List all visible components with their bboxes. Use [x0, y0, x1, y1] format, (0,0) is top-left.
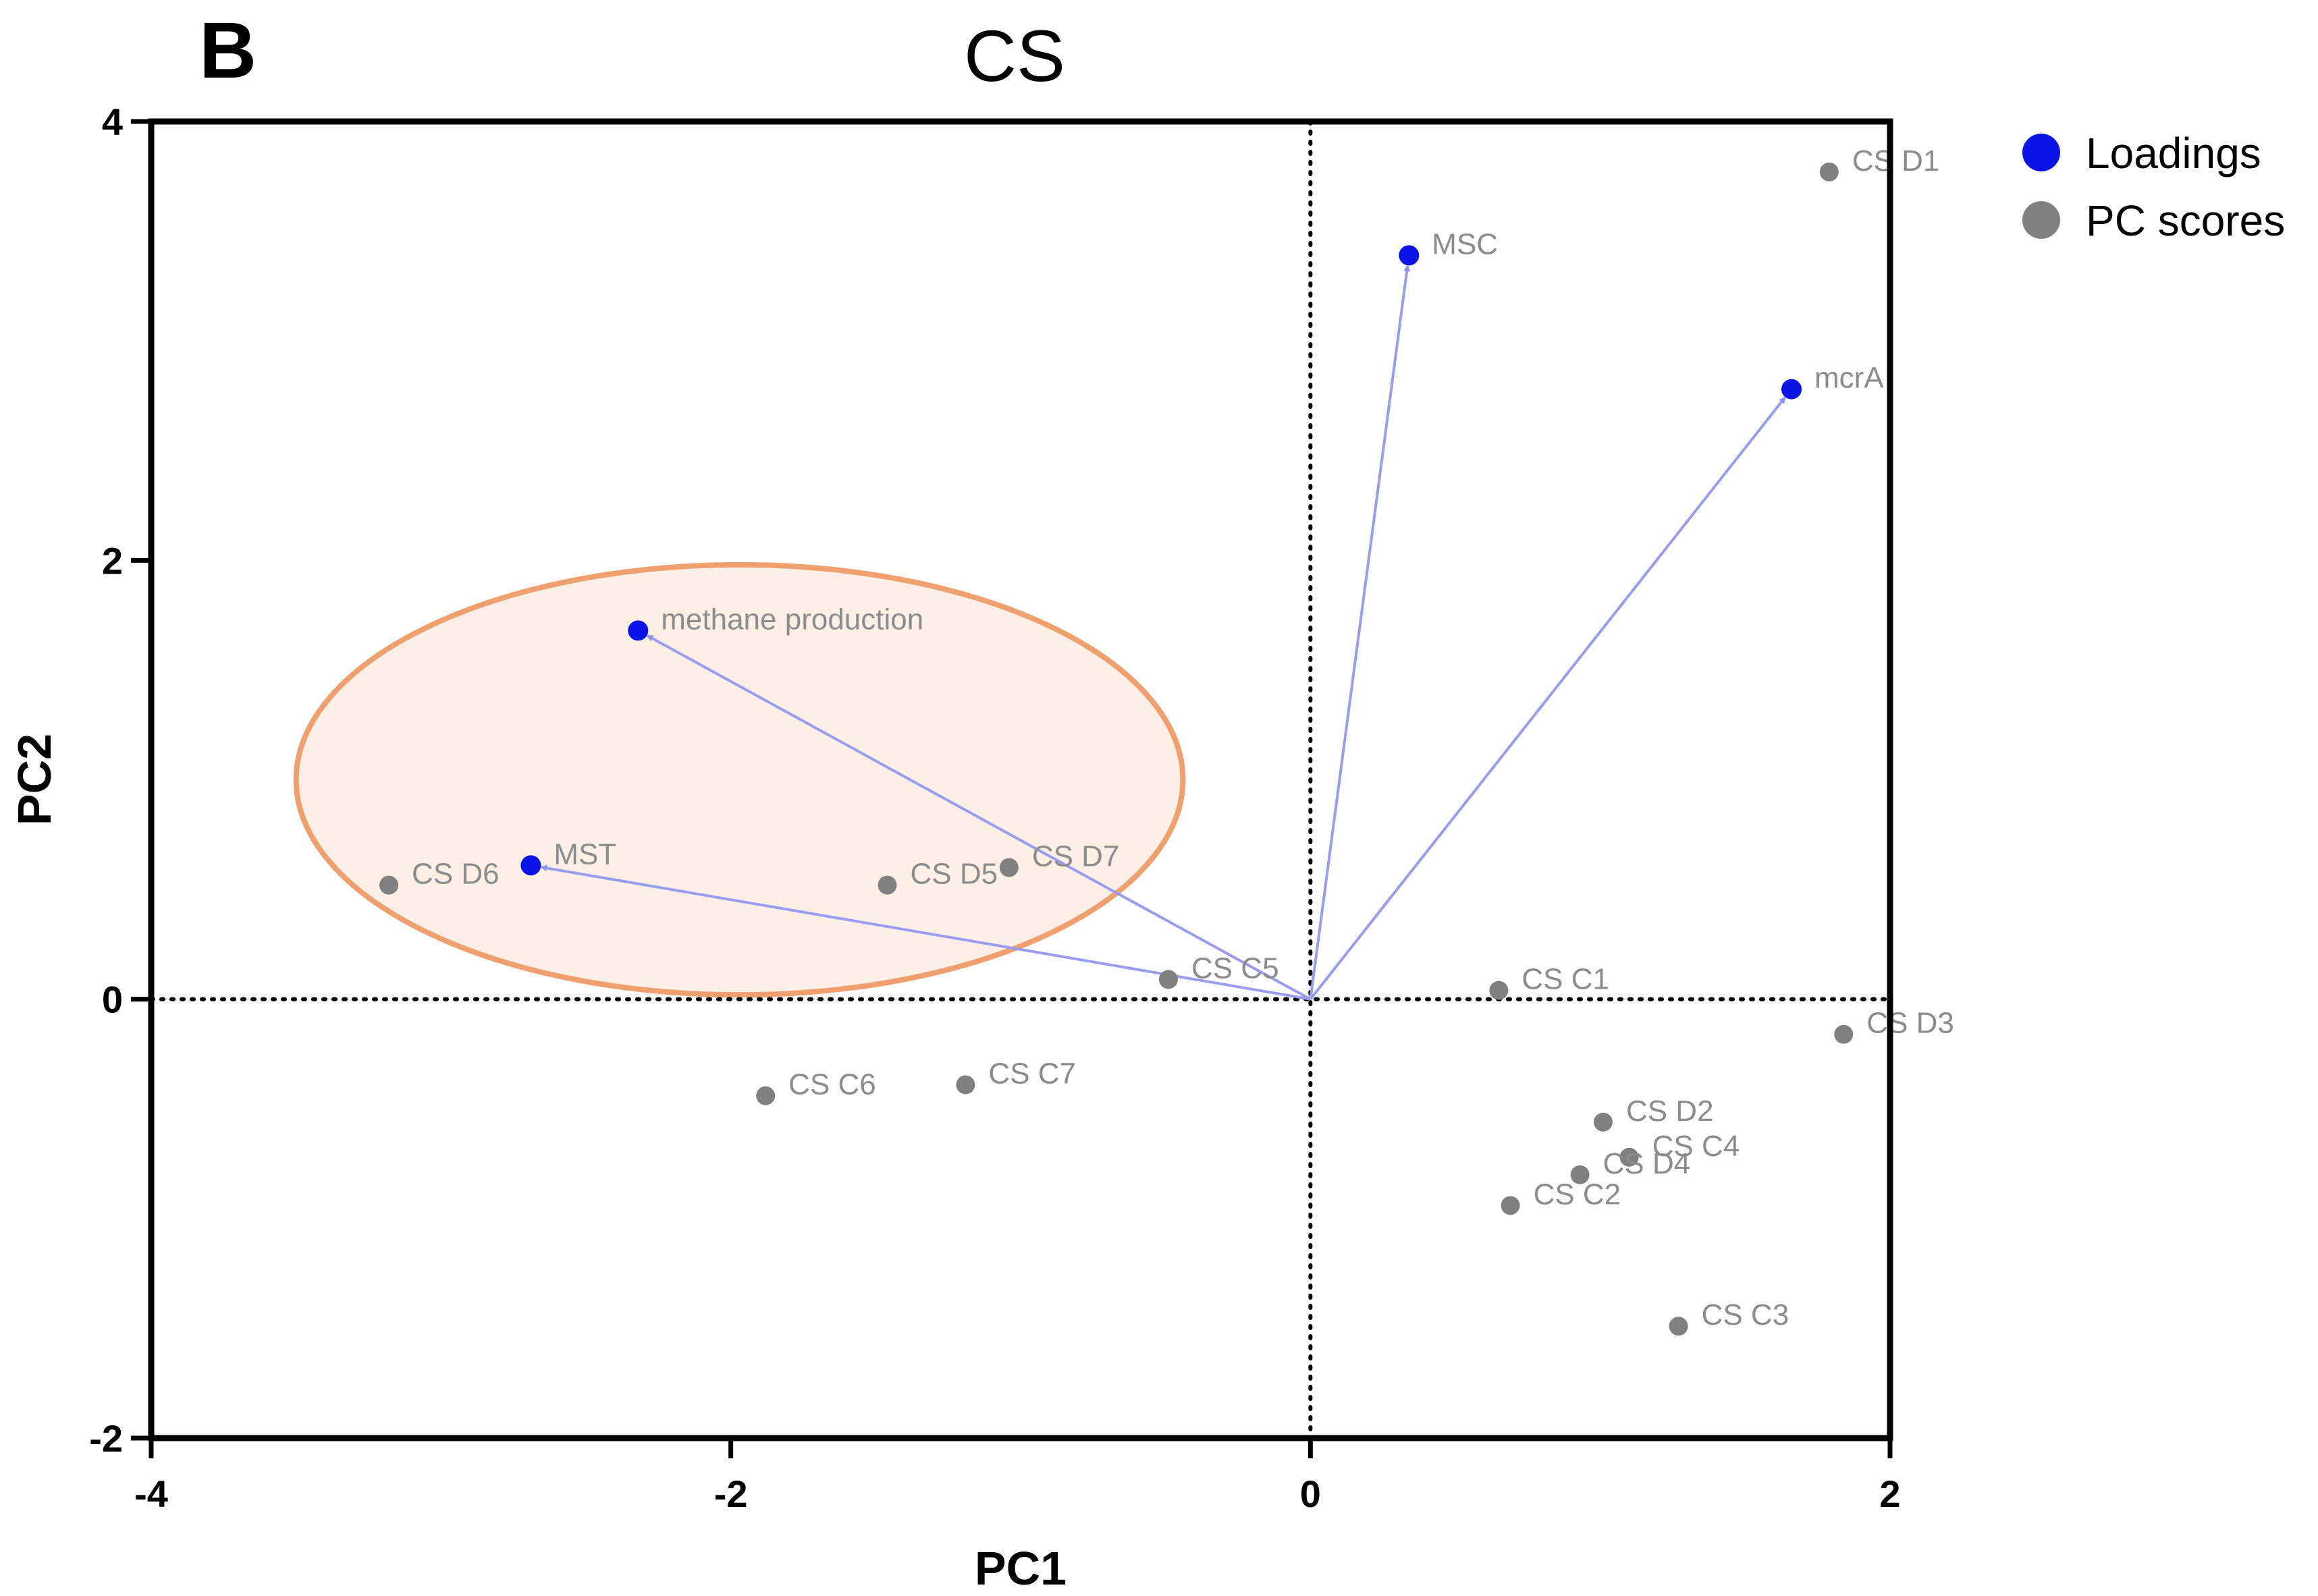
- loading-label-mst: MST: [554, 837, 616, 871]
- y-tick-label-2: -2: [89, 1417, 123, 1460]
- score-label-cs-d3: CS D3: [1866, 1007, 1954, 1040]
- score-point-cs-d4: [1570, 1165, 1590, 1184]
- score-point-cs-c3: [1669, 1317, 1688, 1336]
- y-tick-label-2: 2: [102, 539, 123, 582]
- legend-marker-pc-scores: [2022, 201, 2060, 239]
- y-axis-label: PC2: [8, 734, 61, 825]
- loading-point-methane-production: [628, 620, 649, 641]
- x-tick-label-2: -2: [714, 1473, 748, 1515]
- legend-label-loadings: Loadings: [2086, 129, 2261, 177]
- x-axis-label: PC1: [975, 1542, 1067, 1595]
- score-label-cs-d1: CS D1: [1852, 144, 1940, 177]
- score-point-cs-d7: [999, 858, 1019, 877]
- score-label-cs-c7: CS C7: [988, 1057, 1076, 1090]
- loading-arrow-mst: [540, 864, 1311, 1001]
- score-point-cs-c4: [1619, 1147, 1639, 1167]
- score-label-cs-c5: CS C5: [1191, 952, 1279, 985]
- loading-arrow-mcra: [1309, 396, 1786, 1000]
- loading-label-methane-production: methane production: [661, 603, 923, 636]
- score-point-cs-c1: [1489, 981, 1509, 1000]
- score-label-cs-c2: CS C2: [1534, 1178, 1621, 1211]
- loading-point-mcra: [1781, 379, 1802, 400]
- score-label-cs-c4: CS C4: [1652, 1130, 1740, 1163]
- score-point-cs-c7: [956, 1075, 975, 1095]
- x-tick-label-0: 0: [1300, 1473, 1321, 1515]
- score-point-cs-c6: [756, 1086, 776, 1105]
- score-label-cs-c6: CS C6: [788, 1068, 876, 1101]
- plot-frame: [148, 118, 1893, 1441]
- loading-arrow-methane-production: [646, 634, 1312, 1001]
- score-label-cs-d4: CS D4: [1603, 1147, 1691, 1180]
- score-label-cs-c3: CS C3: [1702, 1298, 1789, 1331]
- y-tick-label-4: 4: [102, 101, 123, 143]
- legend: Loadings PC scores: [2022, 129, 2285, 245]
- score-point-cs-d2: [1593, 1112, 1613, 1132]
- loading-label-msc: MSC: [1432, 227, 1498, 260]
- score-point-cs-d1: [1819, 162, 1839, 182]
- legend-label-pc-scores: PC scores: [2086, 196, 2285, 245]
- score-label-cs-d2: CS D2: [1626, 1095, 1714, 1128]
- score-label-cs-d5: CS D5: [911, 858, 998, 891]
- score-label-cs-c1: CS C1: [1521, 963, 1609, 996]
- loading-arrow-msc: [1309, 265, 1411, 999]
- loading-label-mcra: mcrA: [1814, 362, 1884, 395]
- x-tick-label-4: -4: [134, 1473, 168, 1515]
- score-point-cs-d3: [1834, 1024, 1854, 1044]
- chart-title: CS: [964, 15, 1065, 97]
- legend-marker-loadings: [2022, 134, 2060, 171]
- loading-point-mst: [520, 855, 541, 876]
- score-point-cs-c2: [1501, 1196, 1520, 1215]
- panel-letter: B: [199, 6, 257, 95]
- score-point-cs-c5: [1158, 970, 1178, 989]
- x-tick-label-2: 2: [1879, 1473, 1900, 1515]
- highlight-ellipse: [293, 561, 1186, 998]
- score-label-cs-d6: CS D6: [412, 858, 500, 891]
- score-point-cs-d6: [379, 875, 399, 895]
- y-tick-label-0: 0: [102, 979, 123, 1021]
- score-label-cs-d7: CS D7: [1032, 840, 1120, 873]
- loading-point-msc: [1399, 245, 1420, 266]
- score-point-cs-d5: [878, 875, 897, 895]
